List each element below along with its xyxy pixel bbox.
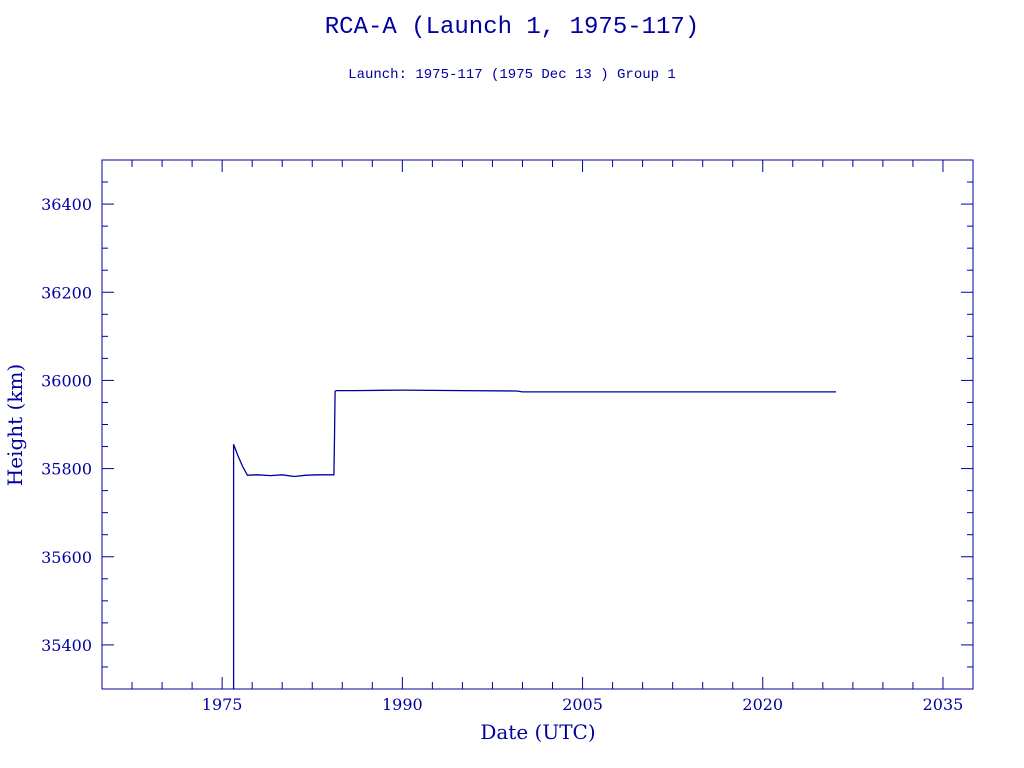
x-tick-label: 1975	[202, 695, 243, 714]
chart-subtitle: Launch: 1975-117 (1975 Dec 13 ) Group 1	[348, 67, 676, 83]
x-tick-label: 2020	[742, 695, 783, 714]
x-tick-label: 1990	[382, 695, 423, 714]
y-tick-label: 35600	[41, 548, 92, 567]
y-tick-label: 36400	[41, 195, 92, 214]
x-tick-label: 2035	[923, 695, 964, 714]
x-tick-label: 2005	[562, 695, 603, 714]
y-tick-label: 36200	[41, 283, 92, 302]
y-axis-label: Height (km)	[3, 364, 27, 486]
plot-frame	[101, 159, 974, 690]
series-line	[232, 389, 836, 689]
y-tick-label: 35400	[41, 636, 92, 655]
chart-title: RCA-A (Launch 1, 1975-117)	[324, 14, 700, 41]
x-axis-label: Date (UTC)	[480, 720, 595, 744]
y-tick-label: 35800	[41, 460, 92, 479]
y-tick-label: 36000	[41, 371, 92, 390]
